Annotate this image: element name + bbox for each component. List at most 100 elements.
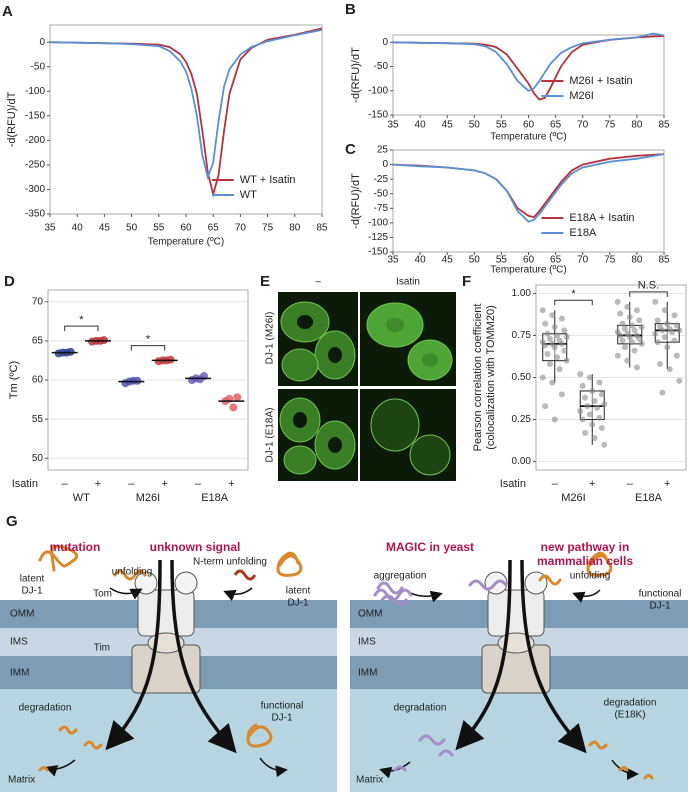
y-tick-label: -300	[25, 184, 45, 195]
label: Matrix	[8, 775, 35, 786]
x-tick-label: 70	[577, 120, 589, 131]
data-point	[596, 414, 603, 421]
group-label: M26I	[561, 492, 585, 504]
data-point	[561, 347, 568, 354]
x-tick-label: 65	[208, 223, 220, 234]
x-tick-label: 35	[44, 223, 56, 234]
label: latent	[286, 586, 311, 597]
y-tick-label: -100	[368, 217, 388, 228]
x-tick-label: 75	[262, 223, 274, 234]
data-point	[636, 317, 643, 324]
x-tick-label: 40	[72, 223, 84, 234]
nuclei	[293, 315, 438, 453]
y-tick-label: -150	[25, 110, 45, 121]
dj1-proteins	[38, 544, 654, 780]
data-point	[638, 324, 645, 331]
data-point	[673, 352, 680, 359]
data-point	[626, 313, 633, 320]
data-point	[229, 403, 238, 412]
data-point	[671, 337, 678, 344]
y-tick-label: 0	[382, 159, 388, 170]
x-tick-label: 45	[442, 255, 454, 266]
x-tick-label: 50	[126, 223, 138, 234]
data-point	[633, 364, 640, 371]
y-tick-label: 0.50	[512, 372, 532, 383]
data-point	[551, 324, 558, 331]
data-point	[654, 339, 661, 346]
label: N-term unfolding	[193, 557, 267, 568]
data-point	[577, 371, 584, 378]
data-point	[629, 322, 636, 329]
heading: mutation	[50, 540, 101, 554]
data-point	[544, 350, 551, 357]
x-tick-label: 75	[604, 120, 616, 131]
heading: mammalian cells	[537, 554, 633, 568]
data-point	[598, 391, 605, 398]
data-point	[666, 366, 673, 373]
data-point	[100, 336, 108, 345]
row-label: Isatin	[500, 478, 526, 490]
legend-label: WT	[240, 189, 257, 201]
data-point	[652, 298, 659, 305]
x-tick-label: 80	[631, 120, 643, 131]
panel-label: B	[345, 1, 356, 18]
x-tick-label: 65	[550, 255, 562, 266]
data-point	[542, 403, 549, 410]
legend-label: E18A + Isatin	[569, 212, 634, 224]
data-point	[561, 327, 568, 334]
data-point	[551, 344, 558, 351]
y-axis-label: -d(RFU)/dT	[350, 47, 362, 103]
panel-label: F	[462, 273, 471, 290]
data-point	[563, 357, 570, 364]
aggregated-proteins	[373, 579, 508, 772]
x-tick-label: –	[128, 478, 135, 490]
heading: unknown signal	[150, 540, 241, 554]
data-point	[631, 327, 638, 334]
data-point	[558, 340, 565, 347]
x-tick-label: –	[195, 478, 202, 490]
x-tick-label: 45	[442, 120, 454, 131]
data-point	[586, 374, 593, 381]
x-tick-label: +	[589, 478, 595, 490]
group-label: M26I	[136, 492, 160, 504]
panel-label: G	[6, 513, 18, 530]
series-line	[49, 29, 323, 181]
y-tick-label: 0.75	[512, 330, 532, 341]
label: degradation	[604, 698, 657, 709]
label: Matrix	[356, 775, 383, 786]
legend-label: E18A	[569, 227, 597, 239]
legend-label: M26I + Isatin	[569, 75, 632, 87]
data-point	[591, 435, 598, 442]
column-label: Isatin	[396, 277, 420, 288]
data-point	[664, 320, 671, 327]
y-tick-label: 0.25	[512, 414, 532, 425]
translocators	[131, 571, 551, 694]
y-tick-label: 0.00	[512, 456, 532, 467]
y-tick-label: -50	[374, 61, 389, 72]
label: DJ-1	[271, 713, 293, 724]
row-label: DJ-1 (E18A)	[265, 407, 276, 462]
label: DJ-1	[21, 586, 43, 597]
panel-label: D	[4, 273, 15, 290]
label: degradation	[394, 703, 447, 714]
y-tick-label: 55	[32, 414, 44, 425]
data-point	[233, 393, 242, 402]
significance-bracket	[130, 345, 166, 351]
y-tick-label: 25	[377, 145, 389, 156]
x-tick-label: 75	[604, 255, 616, 266]
x-tick-label: +	[228, 478, 234, 490]
row-label: DJ-1 (M26I)	[265, 312, 276, 365]
significance-bracket	[64, 325, 99, 332]
x-tick-label: +	[95, 478, 101, 490]
data-point	[676, 327, 683, 334]
y-axis-label: Pearson correlation coefficient	[472, 304, 484, 452]
x-tick-label: 60	[523, 255, 535, 266]
x-tick-label: +	[664, 478, 670, 490]
series-line	[392, 32, 665, 92]
image-panel: E – Isatin DJ-1 (M26I) DJ-1 (E18A)	[260, 273, 456, 481]
data-point	[546, 361, 553, 368]
x-tick-label: 50	[469, 255, 481, 266]
data-point	[539, 374, 546, 381]
y-tick-label: 0	[382, 37, 388, 48]
